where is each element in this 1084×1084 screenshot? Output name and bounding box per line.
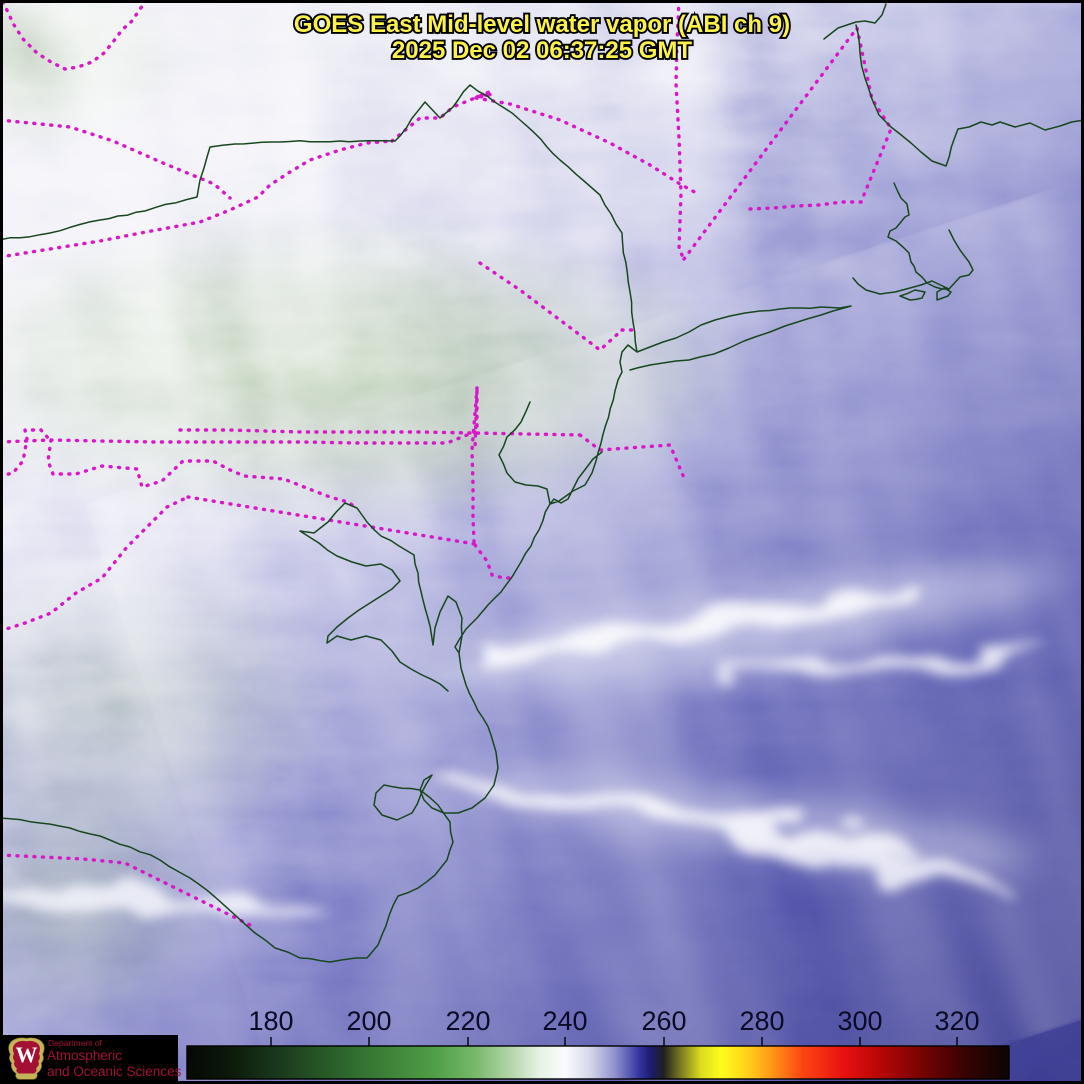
svg-text:Department of: Department of: [48, 1038, 102, 1048]
svg-text:220: 220: [445, 1006, 490, 1036]
svg-text:260: 260: [641, 1006, 686, 1036]
svg-text:and Oceanic Sciences: and Oceanic Sciences: [47, 1064, 182, 1079]
svg-text:200: 200: [346, 1006, 391, 1036]
svg-text:240: 240: [542, 1006, 587, 1036]
svg-text:300: 300: [837, 1006, 882, 1036]
svg-text:Atmospheric: Atmospheric: [47, 1048, 122, 1063]
svg-text:2025 Dec 02 06:37:25 GMT: 2025 Dec 02 06:37:25 GMT: [392, 37, 693, 64]
svg-text:GOES East Mid-level water vapo: GOES East Mid-level water vapor (ABI ch …: [294, 11, 790, 38]
svg-text:180: 180: [248, 1006, 293, 1036]
svg-text:W: W: [15, 1042, 37, 1067]
svg-text:280: 280: [739, 1006, 784, 1036]
svg-text:320: 320: [934, 1006, 979, 1036]
